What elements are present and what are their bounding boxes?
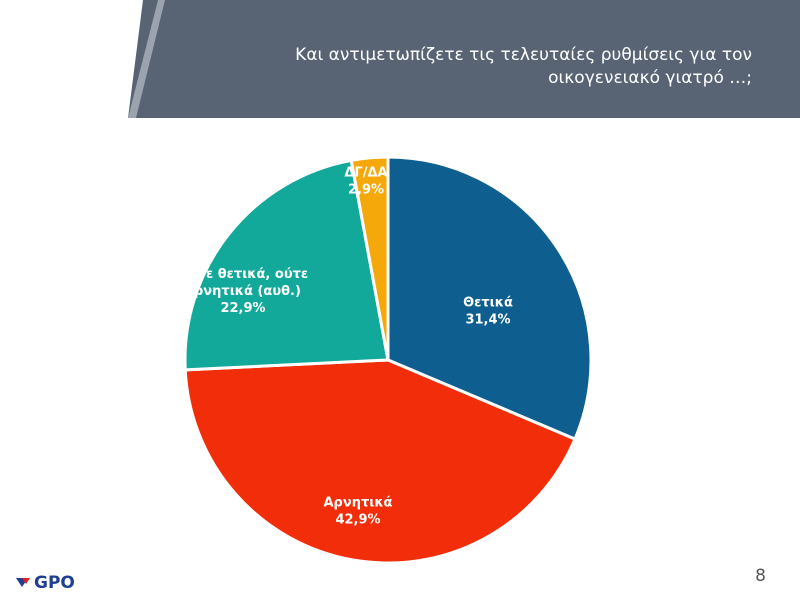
pie-chart: Θετικά 31,4% Αρνητικά 42,9% Ούτε θετικά, ούτ… — [178, 155, 593, 565]
pie-slice-2 — [183, 158, 390, 372]
slice-label-1: Αρνητικά 42,9% — [323, 496, 392, 528]
header-band — [128, 0, 800, 118]
slice-label-2: Ούτε θετικά, ούτε αρνητικά (αυθ.) 22,9% — [178, 267, 308, 316]
pie-slice-1 — [183, 358, 577, 565]
pie-slice-3 — [349, 155, 390, 361]
pie-slice-0 — [386, 155, 593, 442]
slice-label-3: ΔΓ/ΔΑ 2,9% — [344, 166, 387, 198]
gpo-logo: GPO — [16, 573, 75, 592]
page-title: Και αντιμετωπίζετε τις τελευταίες ρυθμίσ… — [295, 45, 752, 88]
slice-label-0: Θετικά 31,4% — [463, 296, 513, 328]
page-number: 8 — [755, 566, 766, 586]
logo-text: GPO — [34, 573, 75, 592]
